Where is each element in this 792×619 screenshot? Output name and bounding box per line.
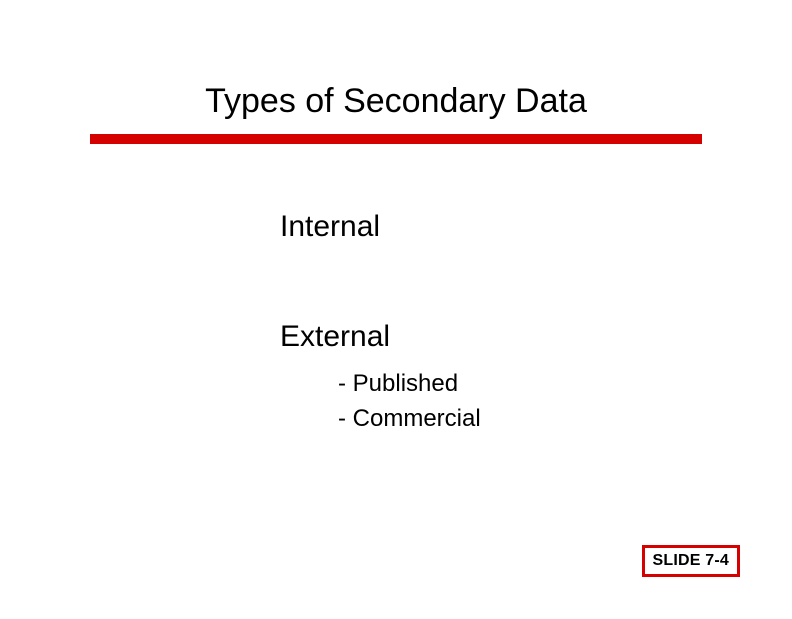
- slide-title: Types of Secondary Data: [0, 82, 792, 121]
- sub-item-commercial: - Commercial: [338, 405, 481, 433]
- title-underline-rule: [90, 134, 702, 144]
- slide-container: Types of Secondary Data Internal Externa…: [0, 0, 792, 619]
- list-item-external: External: [280, 320, 390, 354]
- list-item-internal: Internal: [280, 210, 380, 244]
- slide-number-badge: SLIDE 7-4: [642, 545, 741, 577]
- sub-item-published: - Published: [338, 370, 458, 398]
